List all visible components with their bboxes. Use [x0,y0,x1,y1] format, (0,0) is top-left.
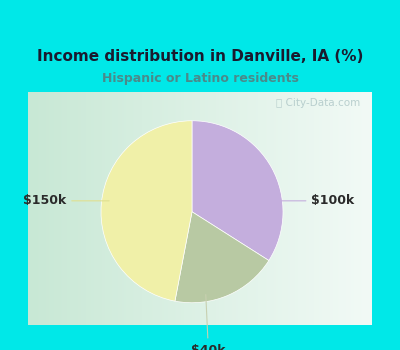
FancyBboxPatch shape [28,25,372,92]
Text: $100k: $100k [272,194,355,207]
Wedge shape [175,212,269,303]
Text: $40k: $40k [191,295,226,350]
Text: ⓘ City-Data.com: ⓘ City-Data.com [276,98,360,108]
Wedge shape [101,121,192,301]
Text: Hispanic or Latino residents: Hispanic or Latino residents [102,72,298,85]
Wedge shape [192,121,283,260]
Text: $150k: $150k [23,194,109,207]
Text: Income distribution in Danville, IA (%): Income distribution in Danville, IA (%) [37,49,363,64]
